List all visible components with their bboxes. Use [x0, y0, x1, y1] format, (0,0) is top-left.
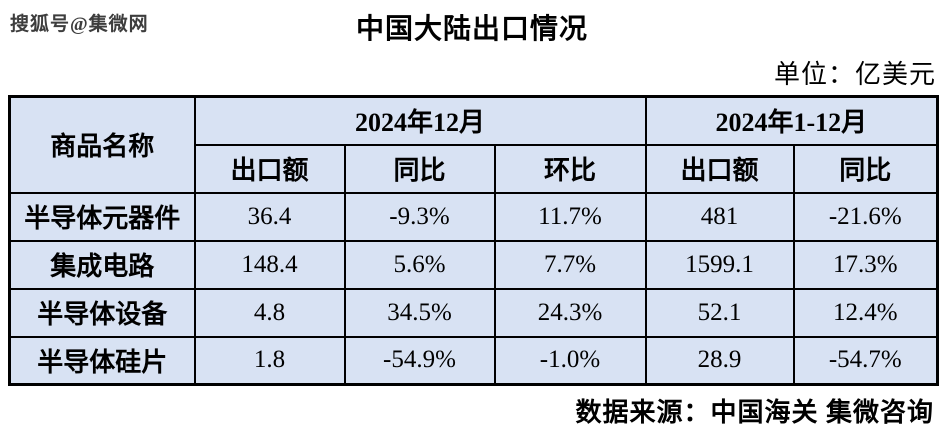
export-data-table: 商品名称 2024年12月 2024年1-12月 出口额 同比 环比 出口额 同…	[8, 95, 940, 386]
cell-yoy-dec: -9.3%	[343, 191, 496, 242]
header-row-groups: 商品名称 2024年12月 2024年1-12月	[8, 95, 939, 194]
unit-label: 单位：亿美元	[773, 60, 936, 89]
row-name: 集成电路	[8, 239, 196, 290]
cell-yoy-year: -54.7%	[792, 335, 939, 386]
cell-mom-dec: -1.0%	[493, 335, 647, 386]
cell-yoy-year: 12.4%	[792, 287, 939, 338]
cell-mom-dec: 7.7%	[493, 239, 647, 290]
cell-export-year: 52.1	[644, 287, 795, 338]
cell-export-dec: 1.8	[193, 335, 346, 386]
table-row-integrated-circuits: 集成电路 148.4 5.6% 7.7% 1599.1 17.3%	[8, 239, 939, 290]
row-name: 半导体硅片	[8, 335, 196, 386]
sub-header-export-amount-dec: 出口额	[193, 143, 346, 194]
cell-yoy-dec: 5.6%	[343, 239, 496, 290]
table-row-semiconductor-silicon-wafers: 半导体硅片 1.8 -54.9% -1.0% 28.9 -54.7%	[8, 335, 939, 386]
row-name: 半导体设备	[8, 287, 196, 338]
page-title: 中国大陆出口情况	[355, 14, 588, 45]
cell-yoy-dec: 34.5%	[343, 287, 496, 338]
data-source-label: 数据来源：中国海关 集微咨询	[575, 398, 934, 427]
corner-header-product-name: 商品名称	[8, 95, 196, 194]
row-name: 半导体元器件	[8, 191, 196, 242]
cell-export-dec: 36.4	[193, 191, 346, 242]
cell-yoy-dec: -54.9%	[343, 335, 496, 386]
sub-header-export-amount-year: 出口额	[644, 143, 795, 194]
cell-export-dec: 148.4	[193, 239, 346, 290]
table-row-semiconductor-equipment: 半导体设备 4.8 34.5% 24.3% 52.1 12.4%	[8, 287, 939, 338]
cell-mom-dec: 24.3%	[493, 287, 647, 338]
header-row-sub: 出口额 同比 环比 出口额 同比	[10, 143, 939, 194]
cell-export-year: 481	[644, 191, 795, 242]
table-row-semiconductor-components: 半导体元器件 36.4 -9.3% 11.7% 481 -21.6%	[8, 191, 939, 242]
sub-header-yoy-year: 同比	[792, 143, 939, 194]
sub-header-mom-dec: 环比	[493, 143, 647, 194]
cell-export-year: 28.9	[644, 335, 795, 386]
cell-yoy-year: 17.3%	[792, 239, 939, 290]
cell-yoy-year: -21.6%	[792, 191, 939, 242]
cell-export-year: 1599.1	[644, 239, 795, 290]
group-header-2024-12: 2024年12月	[193, 95, 647, 146]
cell-export-dec: 4.8	[193, 287, 346, 338]
sub-header-yoy-dec: 同比	[343, 143, 496, 194]
group-header-2024-1-12: 2024年1-12月	[644, 95, 939, 146]
cell-mom-dec: 11.7%	[493, 191, 647, 242]
watermark-sohu-jiwei: 搜狐号@集微网	[10, 14, 149, 35]
